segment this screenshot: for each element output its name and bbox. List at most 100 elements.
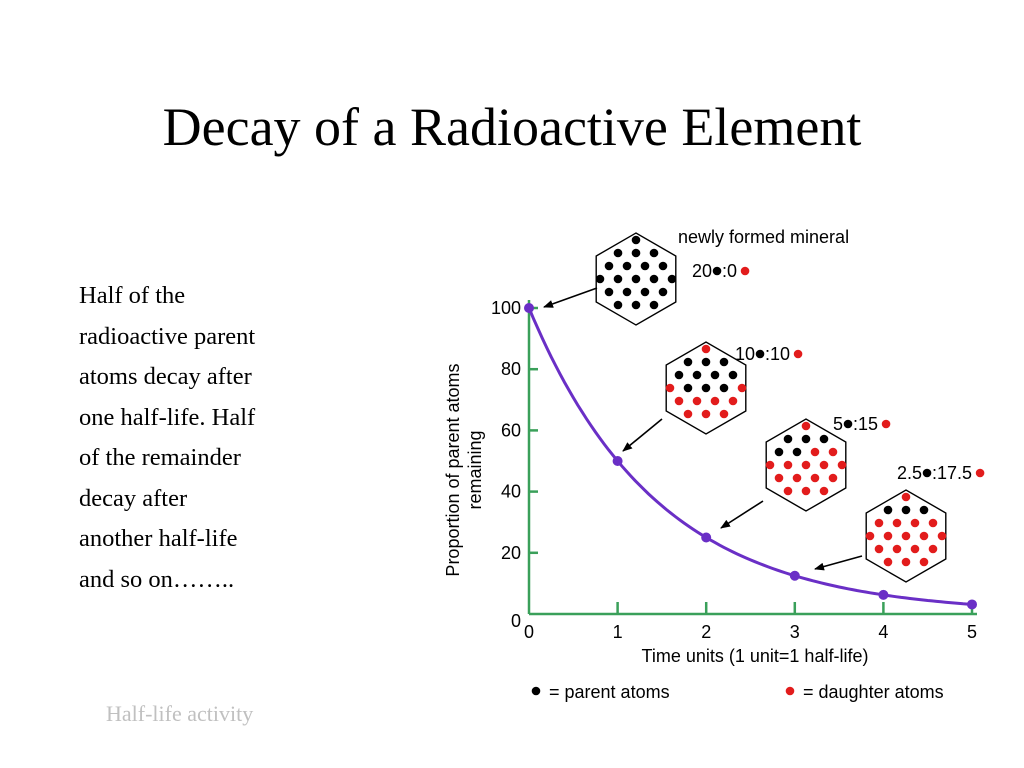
parent-atom-dot [631, 248, 641, 258]
daughter-atom-dot [937, 531, 947, 541]
y-tick-label: 100 [491, 298, 521, 318]
daughter-atom-dot [883, 531, 893, 541]
parent-atom-dot [622, 287, 632, 297]
y-tick-label: 60 [501, 420, 521, 440]
inset-arrow [543, 287, 598, 308]
body-line: and so on…….. [79, 565, 235, 593]
daughter-atom-dot [737, 383, 747, 393]
daughter-atom-dot [865, 531, 875, 541]
parent-atom-dot [604, 287, 614, 297]
x-axis-title: Time units (1 unit=1 half-life) [642, 646, 869, 666]
parent-atom-dot [658, 261, 668, 271]
parent-atom-dot [667, 274, 677, 284]
daughter-atom-dot [665, 383, 675, 393]
parent-atom-dot [710, 370, 720, 380]
daughter-atom-dot [901, 531, 911, 541]
x-tick-label: 0 [524, 622, 534, 642]
parent-atom-dot [801, 434, 811, 444]
daughter-atom-dot [928, 518, 938, 528]
daughter-atom-dot [683, 409, 693, 419]
ratio-daughter-symbol [740, 266, 750, 276]
data-point [789, 570, 800, 581]
ratio-parent-value: 10 [735, 344, 755, 364]
parent-atom-dot [819, 434, 829, 444]
ratio-daughter-symbol [793, 349, 803, 359]
daughter-atom-dot [892, 518, 902, 528]
daughter-atom-dot [919, 531, 929, 541]
daughter-atom-dot [910, 544, 920, 554]
daughter-atom-dot [810, 447, 820, 457]
daughter-atom-dot [874, 544, 884, 554]
body-line: of the remainder [79, 444, 241, 471]
ratio-daughter-symbol [881, 419, 891, 429]
y-tick-label: 20 [501, 543, 521, 563]
parent-atom-dot [719, 383, 729, 393]
y-axis-title-line: remaining [465, 430, 485, 509]
daughter-atom-dot [801, 421, 811, 431]
daughter-atom-dot [883, 557, 893, 567]
parent-atom-dot [683, 357, 693, 367]
body-line: another half-life [79, 525, 238, 552]
ratio-parent-symbol [922, 468, 932, 478]
parent-atom-dot [604, 261, 614, 271]
ratio-daughter-value: :0 [722, 261, 737, 281]
parent-atom-dot [622, 261, 632, 271]
body-line: radioactive parent [79, 322, 256, 350]
daughter-atom-dot [901, 492, 911, 502]
daughter-atom-dot [701, 409, 711, 419]
y-tick-label: 0 [511, 611, 521, 631]
daughter-atom-dot [928, 544, 938, 554]
daughter-atom-dot [710, 396, 720, 406]
body-line: atoms decay after [79, 363, 252, 390]
parent-atom-dot [683, 383, 693, 393]
body-line: one half-life. Half [79, 403, 256, 431]
inset-heading: newly formed mineral [678, 227, 849, 247]
daughter-atom-dot [819, 486, 829, 496]
parent-atom-dot [774, 447, 784, 457]
parent-atom-dot [631, 274, 641, 284]
parent-atom-dot [692, 370, 702, 380]
ratio-parent-symbol [843, 419, 853, 429]
parent-atom-dot [595, 274, 605, 284]
parent-atom-dot [613, 300, 623, 310]
daughter-atom-dot [892, 544, 902, 554]
legend-daughter-symbol [785, 686, 795, 696]
parent-atom-dot [613, 248, 623, 258]
body-line: Half of the [79, 282, 186, 309]
ratio-daughter-value: :15 [853, 414, 878, 434]
parent-atom-dot [728, 370, 738, 380]
y-tick-label: 40 [501, 482, 521, 502]
parent-atom-dot [649, 274, 659, 284]
data-point [524, 303, 534, 313]
parent-atom-dot [613, 274, 623, 284]
decay-series-line [527, 307, 973, 606]
daughter-atom-dot [828, 473, 838, 483]
half-life-activity-link[interactable]: Half-life activity [106, 701, 254, 726]
daughter-atom-dot [783, 460, 793, 470]
parent-atom-dot [640, 287, 650, 297]
daughter-atom-dot [728, 396, 738, 406]
parent-atom-dot [631, 235, 641, 245]
ratio-parent-value: 5 [833, 414, 843, 434]
parent-atom-dot [701, 383, 711, 393]
daughter-atom-dot [819, 460, 829, 470]
daughter-atom-dot [701, 344, 711, 354]
parent-atom-dot [701, 357, 711, 367]
data-point [612, 456, 623, 466]
data-point [967, 599, 977, 610]
y-tick-label: 80 [501, 359, 521, 379]
daughter-atom-dot [901, 557, 911, 567]
legend-parent-label: = parent atoms [549, 682, 670, 702]
ratio-parent-symbol [712, 266, 722, 276]
daughter-atom-dot [837, 460, 847, 470]
ratio-daughter-symbol [975, 468, 985, 478]
x-tick-label: 5 [967, 622, 977, 642]
daughter-atom-dot [692, 396, 702, 406]
slide-title: Decay of a Radioactive Element [162, 97, 862, 157]
legend-parent-symbol [531, 686, 541, 696]
parent-atom-dot [674, 370, 684, 380]
data-point [701, 532, 712, 543]
daughter-atom-dot [774, 473, 784, 483]
x-tick-label: 3 [790, 622, 800, 642]
body-text: Half of the radioactive parent atoms dec… [79, 276, 344, 600]
